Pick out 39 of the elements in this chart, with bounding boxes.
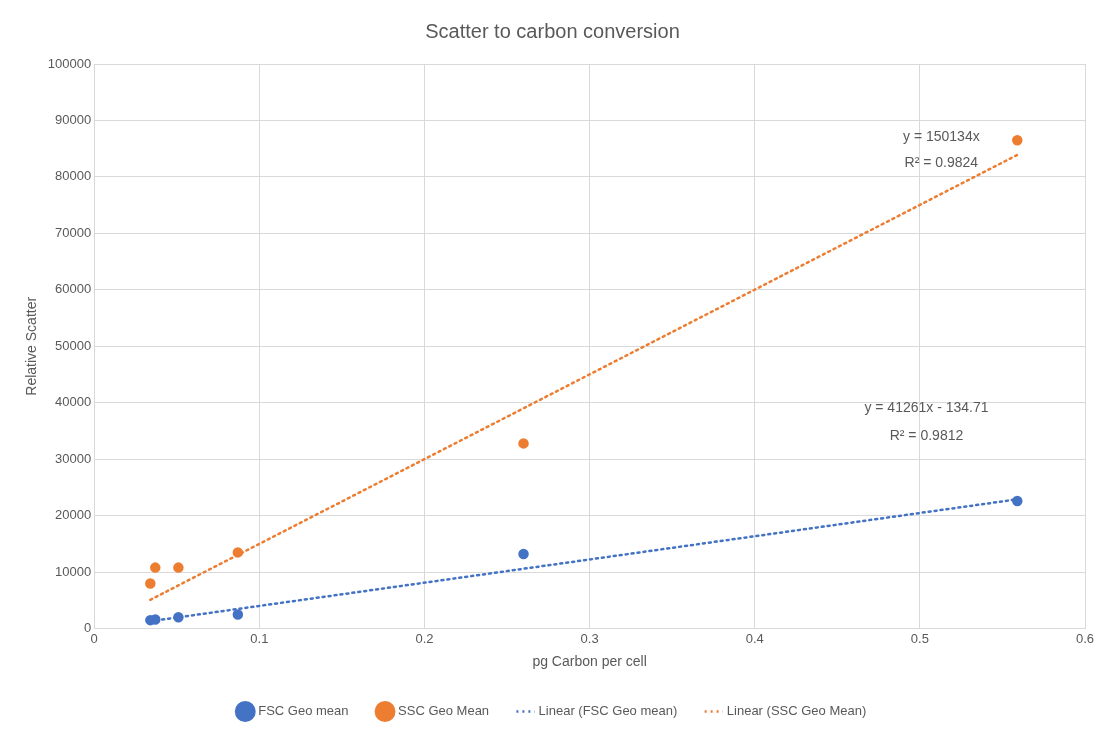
y-tick-label: 80000 [55, 168, 92, 184]
point [173, 562, 184, 573]
annotation: y = 150134x [903, 128, 980, 145]
point [518, 438, 529, 449]
point [150, 562, 161, 573]
legend-label: SSC Geo Mean [398, 703, 490, 719]
annotation: R² = 0.9824 [904, 153, 979, 170]
y-tick-label: 10000 [55, 563, 92, 579]
y-tick-label: 0 [83, 620, 92, 636]
annotation: R² = 0.9812 [889, 427, 964, 444]
point [1012, 495, 1023, 507]
y-tick-label: 20000 [55, 507, 92, 523]
x-axis-title: pg Carbon per cell [532, 653, 647, 670]
point [150, 614, 161, 625]
point [518, 548, 529, 560]
legend-label: Linear (FSC Geo mean) [538, 703, 678, 719]
chart-title: Scatter to carbon conversion [425, 19, 680, 42]
y-tick-label: 50000 [55, 337, 92, 353]
x-tick-label: 0.4 [745, 630, 764, 646]
x-tick-label: 0.6 [1075, 630, 1095, 646]
x-tick-label: 0.3 [580, 630, 599, 646]
y-tick-label: 90000 [55, 112, 92, 128]
y-axis-title: Relative Scatter [23, 296, 40, 396]
y-tick-label: 30000 [55, 450, 92, 466]
point [145, 578, 156, 589]
point [1012, 134, 1023, 146]
point [173, 612, 184, 623]
y-tick-label: 70000 [55, 224, 92, 240]
x-tick-label: 0.5 [910, 630, 929, 646]
point [232, 547, 244, 558]
annotation: y = 41261x - 134.71 [864, 399, 989, 416]
y-tick-label: 100000 [47, 55, 92, 71]
y-tick-label: 40000 [55, 394, 92, 410]
legend-label: Linear (SSC Geo Mean) [726, 703, 867, 719]
x-tick-label: 0.2 [415, 630, 434, 646]
y-tick-label: 60000 [55, 281, 92, 297]
legend-label: FSC Geo mean [258, 703, 349, 719]
point [232, 609, 244, 620]
x-tick-label: 0.1 [250, 630, 269, 646]
